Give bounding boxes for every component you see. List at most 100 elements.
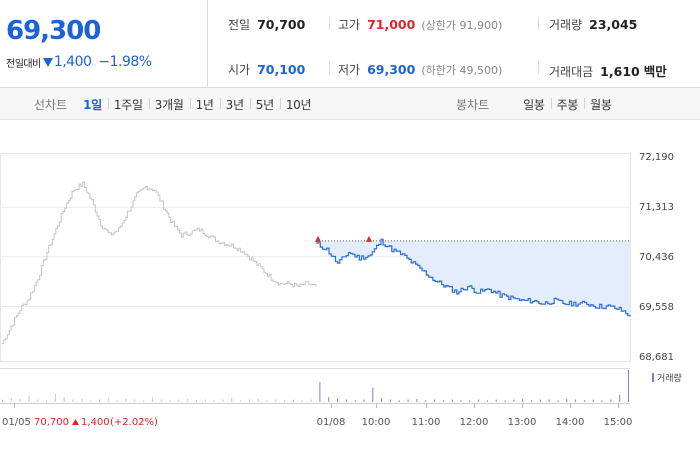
- volume-bar: [416, 398, 418, 402]
- period-10y[interactable]: 10년: [279, 96, 317, 113]
- volume-legend-label: 거래량: [657, 372, 682, 384]
- volume-bar: [116, 400, 118, 402]
- volume-bar: [266, 400, 268, 402]
- volume-bar: [328, 397, 330, 402]
- x-tick-label: 14:00: [556, 417, 585, 428]
- volume-bar: [160, 399, 162, 402]
- volume-bar: [566, 398, 568, 402]
- volume-bar: [460, 400, 462, 402]
- x-tick-label: 10:00: [362, 417, 391, 428]
- volume-bar: [301, 400, 303, 402]
- stat-volume: 거래량 23,045: [549, 17, 638, 32]
- y-axis-ticks: 72,190 71,313 70,436 69,558 68,681: [639, 152, 674, 363]
- divider: [329, 61, 330, 74]
- volume-bar: [275, 399, 277, 402]
- candle-monthly[interactable]: 월봉: [584, 96, 617, 113]
- volume-bar: [469, 400, 471, 402]
- high-marker-icon: [366, 235, 372, 242]
- volume-bar: [63, 397, 65, 402]
- y-tick-label: 69,558: [639, 302, 674, 313]
- volume-bar: [354, 400, 356, 402]
- volume-bar: [178, 399, 180, 402]
- divider: [538, 17, 539, 30]
- volume-bar: [610, 399, 612, 402]
- period-5y[interactable]: 5년: [249, 96, 280, 113]
- volume-bar: [478, 399, 480, 402]
- volume-bar: [46, 400, 48, 402]
- stat-high: 고가 71,000 (상한가 91,900): [338, 17, 503, 32]
- volume-bar: [337, 398, 338, 402]
- volume-bar: [539, 399, 541, 402]
- high-marker-icon: [315, 235, 321, 242]
- candle-daily[interactable]: 일봉: [523, 97, 545, 112]
- volume-bars: [2, 370, 629, 402]
- volume-bar: [37, 399, 39, 402]
- volume-bar: [187, 398, 189, 402]
- prev-day-info: 01/05 70,700 1,400 (+2.02%): [2, 417, 158, 428]
- volume-bar: [583, 400, 585, 402]
- period-1y[interactable]: 1년: [189, 96, 220, 113]
- volume-bar: [257, 398, 259, 402]
- volume-bar: [107, 398, 109, 402]
- prev-day-percent: (+2.02%): [110, 417, 158, 428]
- volume-bar: [425, 400, 427, 402]
- volume-bar: [293, 399, 294, 402]
- volume-bar: [372, 387, 374, 402]
- prev-day-change: 1,400: [81, 417, 110, 428]
- volume-bar: [28, 395, 30, 402]
- today-shaded-area: [316, 239, 630, 316]
- up-triangle-icon: [72, 419, 79, 425]
- volume-bar: [592, 399, 594, 402]
- candle-weekly[interactable]: 주봉: [550, 96, 584, 113]
- volume-legend-swatch: [652, 373, 654, 382]
- period-3y[interactable]: 3년: [219, 96, 250, 113]
- x-tick-label: 11:00: [412, 417, 441, 428]
- volume-bar: [619, 394, 621, 402]
- y-tick-label: 70,436: [639, 252, 674, 263]
- chart-toolbar: 선차트 1일 1주일 3개월 1년 3년 5년 10년 봉차트 일봉 주봉 월봉: [0, 88, 700, 120]
- volume-bar: [522, 398, 524, 402]
- stat-open: 시가 70,100: [228, 62, 306, 77]
- current-price: 69,300: [6, 16, 101, 46]
- stat-amount: 거래대금 1,610 백만: [549, 64, 667, 79]
- period-1d[interactable]: 1일: [83, 97, 102, 112]
- volume-bar: [10, 398, 12, 402]
- period-3m[interactable]: 3개월: [148, 96, 190, 113]
- volume-bar: [204, 399, 206, 402]
- volume-bar: [90, 400, 92, 402]
- volume-bar: [548, 399, 550, 402]
- volume-bar: [222, 399, 224, 402]
- volume-bar: [504, 400, 506, 402]
- candle-chart-periods: 봉차트 일봉 주봉 월봉: [456, 88, 618, 120]
- today-line: [316, 238, 631, 317]
- line-chart-label: 선차트: [34, 97, 68, 112]
- volume-bar: [19, 398, 21, 402]
- change-label: 전일대비: [6, 58, 41, 70]
- y-tick-label: 71,313: [639, 202, 674, 213]
- high-markers: [315, 235, 372, 242]
- volume-bar: [363, 399, 365, 402]
- divider: [329, 17, 330, 30]
- period-1w[interactable]: 1주일: [107, 96, 149, 113]
- volume-bar: [125, 398, 127, 402]
- stat-prev-close: 전일 70,700: [228, 17, 306, 32]
- volume-bar: [486, 400, 488, 402]
- previous-day-line: [2, 181, 317, 345]
- volume-bar: [389, 399, 391, 402]
- x-tick-label: 01/08: [317, 417, 346, 428]
- volume-bar: [231, 398, 233, 402]
- y-tick-label: 72,190: [639, 152, 674, 163]
- volume-bar: [213, 400, 215, 402]
- x-tick-label: 13:00: [508, 417, 537, 428]
- prev-day-close: 70,700: [34, 417, 69, 428]
- volume-bar: [345, 399, 347, 402]
- volume-bar: [495, 399, 497, 402]
- volume-bar: [531, 400, 532, 402]
- candle-chart-label: 봉차트: [456, 97, 490, 112]
- volume-bar: [575, 399, 577, 402]
- volume-bar: [151, 397, 153, 402]
- volume-bar: [310, 399, 312, 402]
- x-tick-label: 15:00: [604, 417, 633, 428]
